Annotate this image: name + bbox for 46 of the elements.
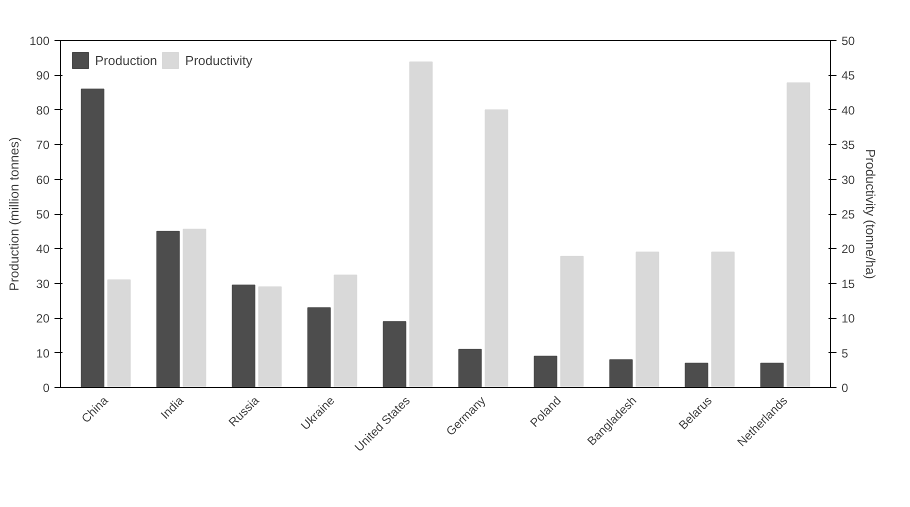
y2-tick-label: 30 [842,172,856,187]
y2-tick-label: 15 [842,276,856,291]
y2-tick-label: 40 [842,103,856,118]
y2-tick-label: 25 [842,208,856,222]
y-axis-title: Production (million tonnes) [6,137,22,291]
y2-tick-label: 45 [842,68,856,83]
bar [382,321,406,388]
legend-label: Production [95,52,158,68]
y-tick-label: 40 [36,242,50,256]
bar [560,256,584,388]
y2-tick-label: 10 [842,312,856,326]
y2-tick-label: 5 [842,346,848,360]
y-tick-label: 90 [36,68,50,83]
y-tick-label: 20 [36,312,50,326]
y2-axis-title: Productivity (tonne/ha) [862,148,878,280]
bar [307,307,331,388]
bar [609,359,633,388]
bar [484,109,508,388]
bar [409,62,433,388]
bar [760,362,784,388]
y2-tick-label: 20 [842,242,856,256]
y-tick-label: 60 [36,172,50,187]
bar [232,284,256,388]
bar [156,230,180,388]
bar [458,348,482,388]
y2-tick-label: 35 [842,138,856,152]
y-tick-label: 100 [29,34,50,48]
y-tick-label: 70 [36,138,50,152]
y-tick-label: 50 [36,208,50,222]
bar [334,274,358,388]
bar [636,252,660,388]
bar [684,362,708,388]
y-tick-label: 10 [36,346,50,360]
y-tick-label: 0 [42,381,50,395]
y2-tick-label: 50 [842,34,856,48]
bar [711,252,735,388]
bar [786,82,810,388]
bar [182,228,206,388]
bar [107,279,131,388]
legend-label: Productivity [185,52,252,68]
bar [258,286,282,388]
y-tick-label: 30 [36,276,50,291]
bar [80,88,104,388]
y-tick-label: 80 [36,103,50,118]
bar [534,356,558,388]
y2-tick-label: 0 [842,381,848,395]
